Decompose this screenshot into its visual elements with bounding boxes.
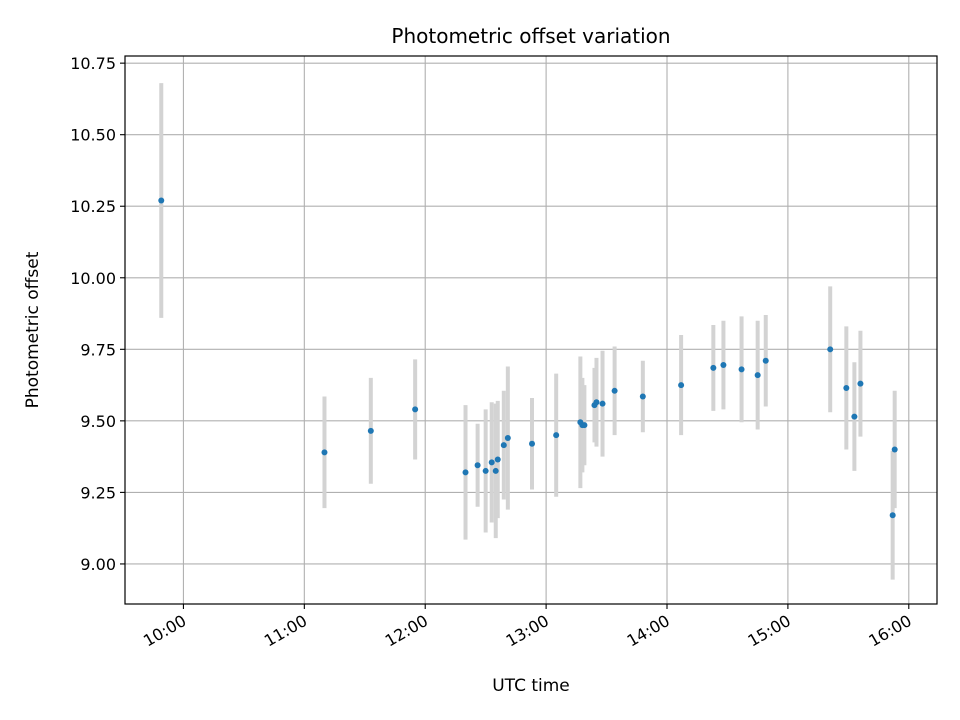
plot-frame	[124, 55, 938, 605]
data-point	[738, 366, 745, 373]
y-tick-label: 10.75	[70, 54, 116, 73]
data-point	[710, 364, 717, 371]
data-point	[889, 512, 896, 519]
data-point	[500, 442, 507, 449]
y-tick-label: 9.00	[80, 555, 116, 574]
data-points	[158, 197, 898, 519]
y-tick-label: 10.25	[70, 197, 116, 216]
data-point	[754, 372, 761, 379]
y-tick-label: 9.50	[80, 412, 116, 431]
data-point	[412, 406, 419, 413]
data-point	[581, 422, 588, 429]
data-point	[593, 399, 600, 406]
data-point	[462, 469, 469, 476]
data-point	[553, 432, 560, 439]
grid	[125, 56, 937, 604]
data-point	[367, 427, 374, 434]
data-point	[504, 435, 511, 442]
data-point	[494, 456, 501, 463]
data-point	[492, 467, 499, 474]
data-point	[843, 384, 850, 391]
data-point	[529, 440, 536, 447]
data-point	[474, 462, 481, 469]
y-tick-label: 10.00	[70, 269, 116, 288]
data-point	[891, 446, 898, 453]
data-point	[678, 382, 685, 389]
data-point	[827, 346, 834, 353]
data-point	[611, 387, 618, 394]
data-point	[321, 449, 328, 456]
data-point	[857, 380, 864, 387]
y-axis-ticks: 9.00 9.25 9.50 9.75 10.00 10.25 10.50 10.75	[70, 54, 125, 574]
data-point	[762, 357, 769, 364]
chart-title: Photometric offset variation	[391, 24, 670, 48]
data-point	[599, 400, 606, 407]
data-point	[720, 362, 727, 369]
data-point	[158, 197, 165, 204]
data-point	[639, 393, 646, 400]
data-point	[851, 413, 858, 420]
y-tick-label: 9.25	[80, 483, 116, 502]
data-point	[482, 467, 489, 474]
x-axis-title: UTC time	[492, 676, 570, 696]
data-point	[488, 459, 495, 466]
y-tick-label: 10.50	[70, 126, 116, 145]
y-axis-title: Photometric offset	[23, 251, 43, 408]
y-tick-label: 9.75	[80, 340, 116, 359]
